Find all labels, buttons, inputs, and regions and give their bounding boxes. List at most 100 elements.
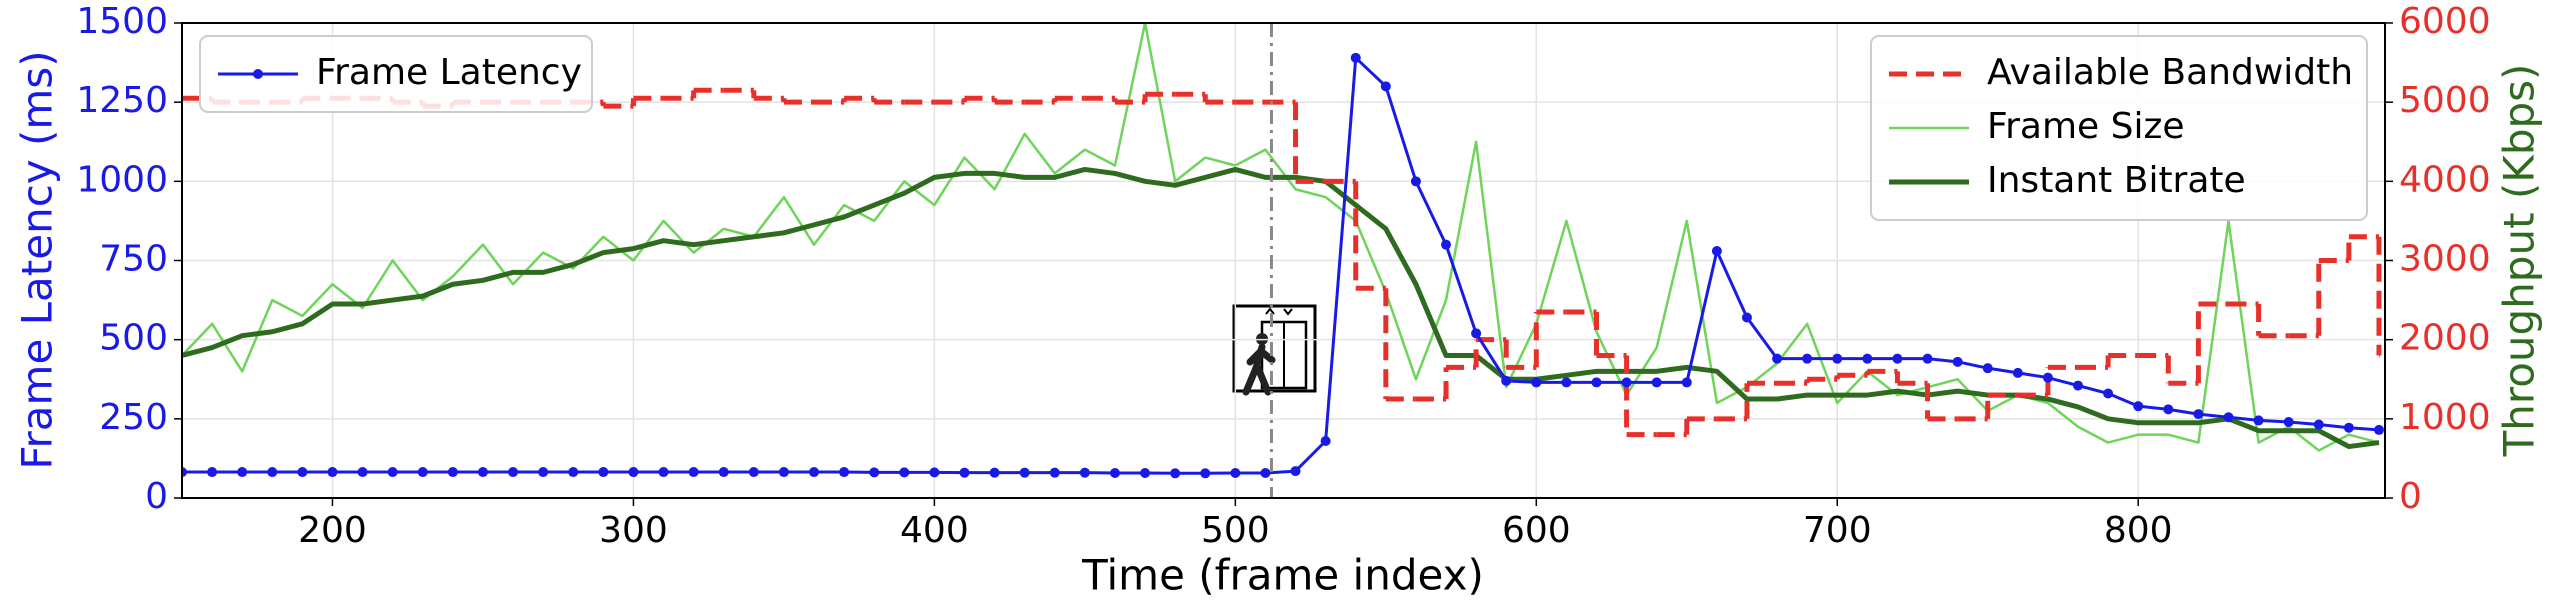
legend-label: Instant Bitrate [1987, 160, 2246, 201]
point-marker [327, 467, 338, 478]
point-marker [447, 467, 458, 478]
y-tick-label: 0 [145, 476, 168, 517]
x-tick-label: 300 [599, 510, 668, 551]
y-tick-label: 1500 [76, 1, 168, 42]
y2-axis-label: Throughput (Kbps) [2495, 64, 2544, 458]
point-marker [477, 467, 488, 478]
point-marker [1079, 467, 1090, 478]
y2-tick-label: 5000 [2399, 80, 2491, 121]
y-tick-label: 250 [99, 397, 168, 438]
series-line [182, 56, 2380, 475]
point-marker [2103, 388, 2114, 399]
icon-frame [1232, 304, 1317, 393]
point-marker [598, 467, 609, 478]
point-marker [2313, 419, 2324, 430]
x-tick-label: 800 [2104, 510, 2173, 551]
point-marker [1711, 246, 1722, 256]
point-marker [297, 467, 308, 478]
point-marker [1200, 468, 1211, 479]
point-marker [718, 467, 729, 478]
point-marker [538, 467, 549, 478]
point-marker [869, 467, 880, 478]
point-marker [1170, 468, 1181, 479]
point-marker [1892, 353, 1903, 364]
x-tick-label: 400 [900, 510, 969, 551]
icon-person [1242, 343, 1276, 396]
point-marker [628, 467, 639, 478]
point-marker [1561, 377, 1572, 388]
y-tick-label: 750 [99, 239, 168, 280]
point-marker [2193, 409, 2204, 420]
y2-tick-label: 3000 [2399, 239, 2491, 280]
y2-tick-label: 2000 [2399, 318, 2491, 359]
point-marker [1832, 353, 1843, 364]
point-marker [568, 467, 579, 478]
point-marker [1772, 353, 1783, 364]
point-marker [207, 467, 218, 478]
legend-label: Available Bandwidth [1987, 52, 2353, 93]
point-marker [1651, 377, 1662, 388]
point-marker [1802, 353, 1813, 364]
x-tick-label: 700 [1803, 510, 1872, 551]
point-marker [1621, 377, 1632, 388]
point-marker [1380, 81, 1391, 92]
point-marker [2163, 404, 2174, 415]
y-tick-label: 1000 [76, 159, 168, 200]
legend-box [199, 35, 593, 113]
point-marker [2073, 380, 2084, 391]
point-marker [357, 467, 368, 478]
point-marker [929, 467, 940, 478]
point-marker [658, 467, 669, 478]
point-marker [1350, 52, 1361, 63]
point-marker [2343, 422, 2354, 433]
point-marker [508, 467, 519, 478]
point-marker [1681, 377, 1692, 388]
point-marker [688, 467, 699, 478]
point-marker [2373, 424, 2384, 435]
point-marker [387, 467, 398, 478]
series-line [182, 166, 2380, 450]
y2-tick-label: 4000 [2399, 159, 2491, 200]
x-tick-label: 200 [298, 510, 367, 551]
point-marker [182, 467, 187, 478]
x-tick-label: 600 [1502, 510, 1571, 551]
point-marker [1441, 239, 1452, 250]
point-marker [1320, 436, 1331, 446]
point-marker [1501, 375, 1512, 386]
point-marker [2042, 372, 2053, 383]
x-axis-label: Time (frame index) [1081, 551, 1484, 600]
point-marker [1862, 353, 1873, 364]
point-marker [1230, 467, 1241, 478]
point-marker [1290, 466, 1301, 477]
y-tick-label: 500 [99, 318, 168, 359]
point-marker [1741, 312, 1752, 323]
point-marker [237, 467, 248, 478]
y2-tick-label: 6000 [2399, 1, 2491, 42]
point-marker [2283, 417, 2294, 427]
point-marker [809, 467, 820, 478]
point-marker [1260, 467, 1271, 478]
point-marker [2223, 412, 2234, 423]
plot-frame [181, 22, 2386, 499]
point-marker [839, 467, 850, 478]
point-marker [778, 467, 789, 478]
point-marker [1140, 467, 1151, 478]
legend-marker [253, 69, 263, 79]
point-marker [1952, 356, 1963, 367]
point-marker [1019, 467, 1030, 478]
x-tick-label: 500 [1201, 510, 1270, 551]
point-marker [1591, 377, 1602, 388]
legend-label: Frame Latency [316, 52, 582, 93]
point-marker [1410, 176, 1421, 187]
y2-tick-label: 1000 [2399, 397, 2491, 438]
point-marker [1109, 467, 1120, 478]
point-marker [2012, 367, 2023, 378]
point-marker [1531, 377, 1542, 388]
legend-box [1870, 35, 2368, 221]
y-axis-label: Frame Latency (ms) [13, 50, 62, 469]
point-marker [2253, 415, 2264, 426]
point-marker [417, 467, 428, 478]
elevator-icon [1232, 304, 1317, 396]
point-marker [989, 467, 1000, 478]
